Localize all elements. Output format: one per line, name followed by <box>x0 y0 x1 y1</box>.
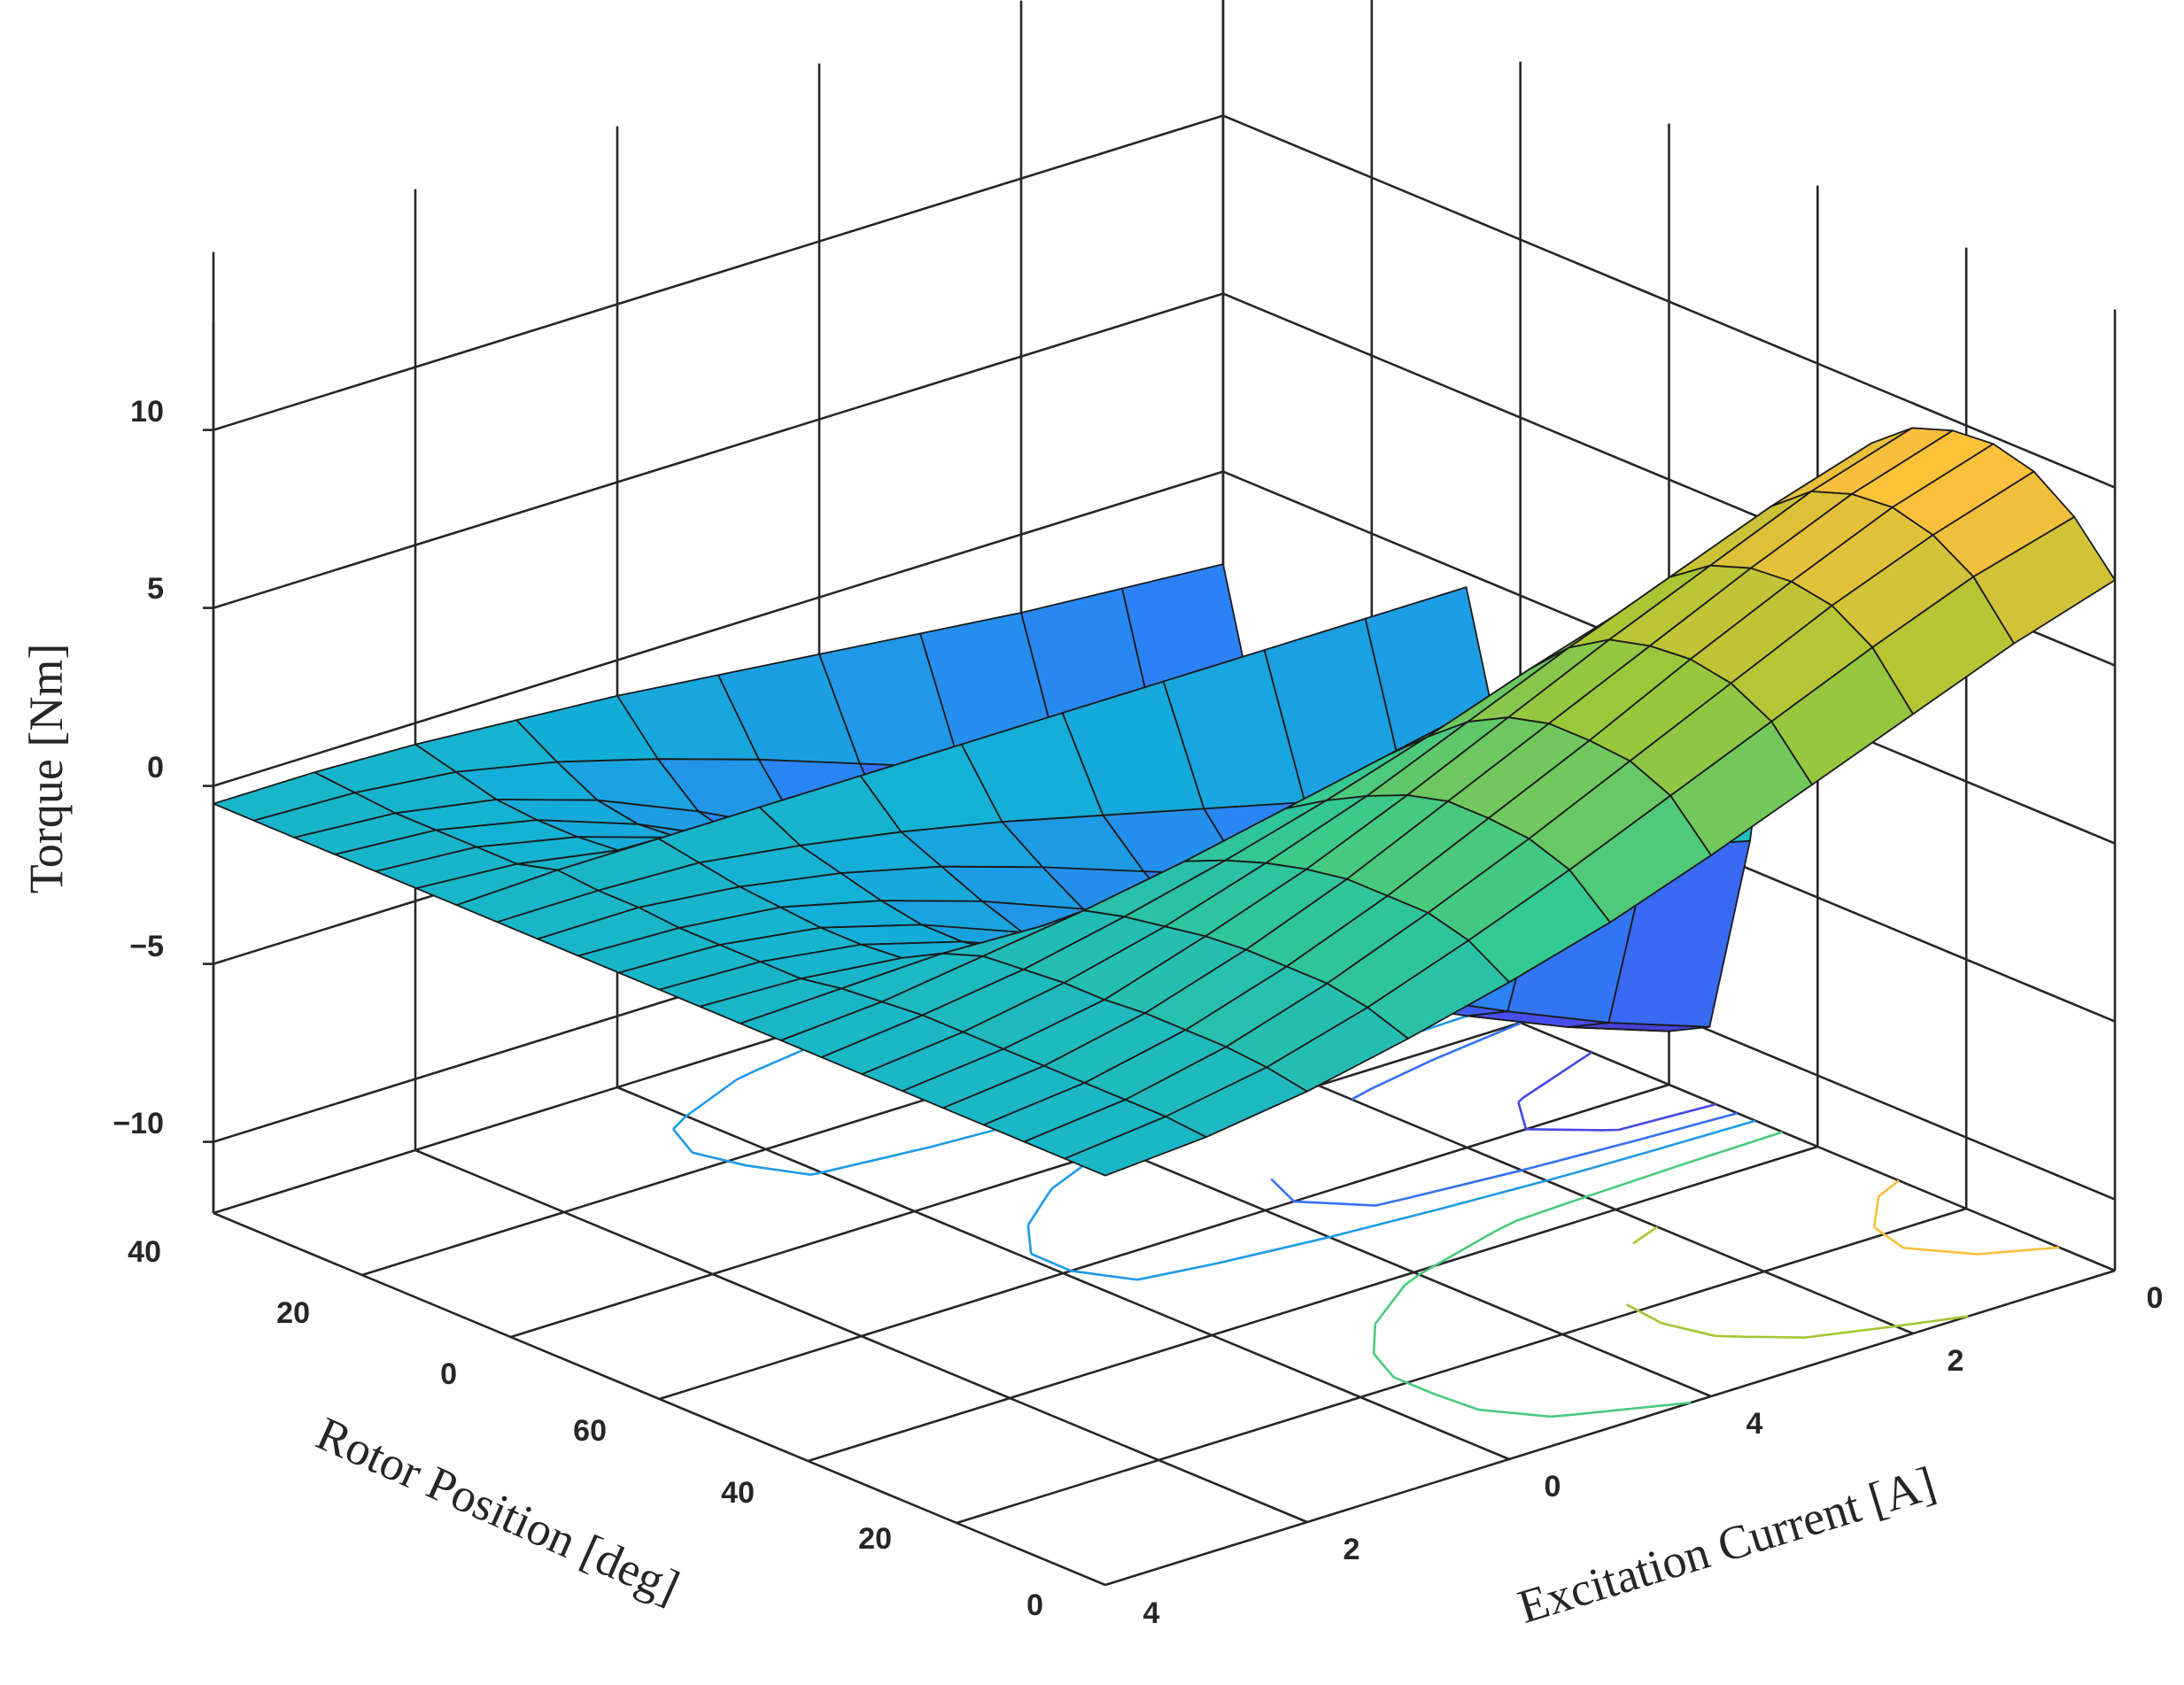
rotor-position-tick-label: 20 <box>276 1296 310 1330</box>
contour-line <box>1372 1131 1784 1418</box>
contour-line <box>1872 1179 2060 1256</box>
torque-tick-label: 5 <box>147 572 164 606</box>
floor-grid-line <box>956 1207 1967 1525</box>
wall-grid-line <box>213 114 1224 431</box>
floor-grid-line <box>213 1211 1106 1587</box>
excitation-current-tick-label: 4 <box>1746 1407 1763 1441</box>
surface-face <box>1064 1116 1207 1177</box>
torque-tick-label: −5 <box>129 930 164 963</box>
excitation-current-tick-label: 2 <box>1344 1533 1360 1566</box>
rotor-position-tick-label: 20 <box>858 1522 892 1556</box>
torque-tick-label: 0 <box>147 751 164 785</box>
floor-grid-line <box>659 1083 1669 1401</box>
excitation-current-tick-label: 2 <box>1948 1344 1964 1378</box>
y-axis-title: Rotor Position [deg] <box>309 1406 687 1613</box>
z-axis-title: Torque [Nm] <box>19 644 73 894</box>
rotor-position-tick-label: 40 <box>128 1235 161 1269</box>
wall-grid-line <box>213 292 1224 609</box>
surface-mesh <box>213 427 2116 1177</box>
floor-grid-line <box>807 1145 1818 1463</box>
wall-grid-line <box>1222 114 2116 489</box>
contour-line <box>1625 1225 1969 1339</box>
rotor-position-tick-label: 40 <box>721 1476 755 1510</box>
excitation-current-tick-label: 0 <box>1545 1470 1561 1503</box>
rotor-position-tick-label: 60 <box>573 1414 607 1448</box>
excitation-current-tick-label: 0 <box>2147 1281 2164 1315</box>
tick-labels: 10 5 0 −5 −10 0 20 40 60 0 20 40 0 2 4 0… <box>112 395 2163 1630</box>
floor-grid-line <box>510 1021 1522 1339</box>
floor-grid-line <box>414 1148 1308 1524</box>
excitation-current-tick-label: 4 <box>1143 1596 1160 1630</box>
rotor-position-tick-label: 0 <box>440 1357 457 1391</box>
floor-grid-line <box>616 1086 1510 1461</box>
torque-tick-label: −10 <box>112 1107 164 1140</box>
rotor-position-tick-label: 0 <box>1026 1588 1043 1622</box>
floor-grid-line <box>1104 1269 2116 1587</box>
wall-grid-line <box>213 470 1224 787</box>
x-axis-title: Excitation Current [A] <box>1512 1457 1941 1634</box>
torque-tick-label: 10 <box>130 395 164 429</box>
